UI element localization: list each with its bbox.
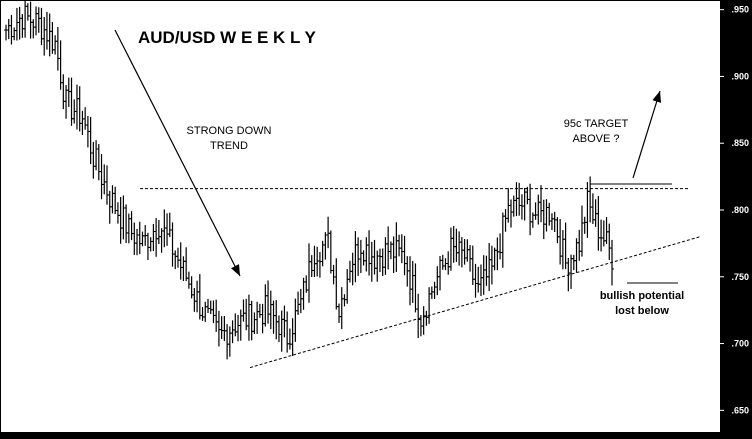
y-tick-label: .800 <box>731 205 749 215</box>
trend-annotation-line1: STRONG DOWN <box>187 125 272 137</box>
y-tick-label: .750 <box>731 272 749 282</box>
plot-area <box>1 1 720 432</box>
y-tick-label: .650 <box>731 405 749 415</box>
arrow-head <box>231 264 240 276</box>
y-tick-label: .700 <box>731 339 749 349</box>
target-annotation-line1: 95c TARGET <box>564 118 629 130</box>
support-trendline <box>249 236 701 369</box>
arrow-head <box>652 91 662 103</box>
chart-title: AUD/USD W E E K L Y <box>138 28 317 47</box>
target-arrow <box>632 90 662 179</box>
support-annotation-line1: bullish potential <box>600 290 684 302</box>
y-tick-label: .850 <box>731 138 749 148</box>
y-axis: .950 .900 .850 .800 .750 .700 .650 <box>720 5 749 415</box>
down-trend-arrow <box>114 29 241 277</box>
price-bars <box>4 0 614 360</box>
annotation-lines <box>114 29 701 369</box>
arrow-shaft <box>632 90 661 179</box>
y-tick-label: .950 <box>731 5 749 15</box>
trend-annotation-line2: TREND <box>210 140 248 152</box>
support-annotation-line2: lost below <box>615 305 669 317</box>
target-annotation-line2: ABOVE ? <box>572 133 619 145</box>
y-tick-label: .900 <box>731 71 749 81</box>
arrow-shaft <box>114 29 241 277</box>
